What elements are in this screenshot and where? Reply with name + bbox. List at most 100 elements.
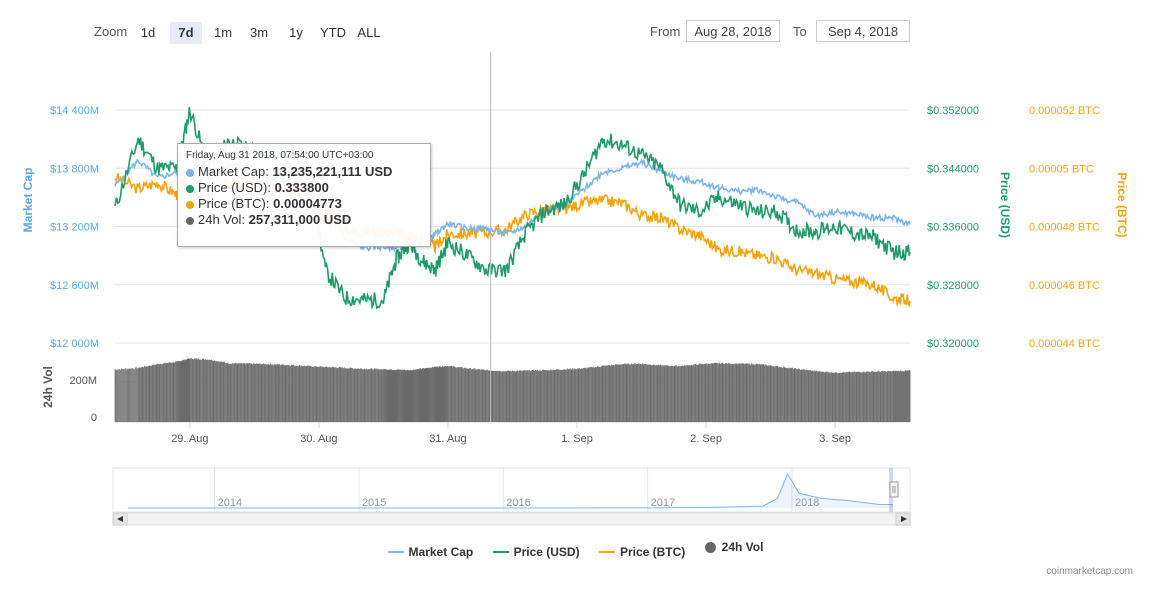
volume-bar — [218, 361, 219, 422]
volume-bar — [425, 368, 427, 422]
volume-bar — [421, 368, 423, 422]
zoom-7d-button[interactable]: 7d — [170, 22, 202, 44]
from-date-input[interactable]: Aug 28, 2018 — [686, 20, 780, 42]
volume-bar — [115, 369, 117, 422]
volume-bar — [844, 372, 846, 422]
volume-bar — [399, 369, 400, 422]
legend-item-price-usd[interactable]: Price (USD) — [492, 545, 580, 559]
volume-bar — [374, 368, 376, 422]
volume-bar — [472, 369, 474, 422]
volume-bar — [347, 368, 349, 422]
price-chart[interactable]: 29. Aug 30. Aug 31. Aug 1. Sep 2. Sep 3. Sep $… — [0, 0, 1151, 530]
volume-bar — [452, 366, 454, 422]
volume-bar — [871, 371, 872, 422]
volume-bar — [617, 364, 619, 422]
volume-bar — [599, 366, 601, 422]
volume-bar — [739, 363, 741, 422]
volume-bar — [699, 363, 701, 422]
volume-bar — [755, 364, 756, 422]
volume-bar — [648, 364, 650, 422]
volume-bar — [427, 367, 429, 422]
volume-bar — [538, 370, 540, 422]
volume-bar — [255, 364, 257, 422]
volume-bar — [177, 361, 178, 422]
zoom-all-button[interactable]: ALL — [357, 25, 381, 40]
volume-bar — [785, 367, 787, 422]
volume-bar — [335, 367, 336, 422]
volume-bar — [432, 366, 433, 422]
volume-bar — [235, 363, 237, 422]
volume-bar — [503, 370, 505, 422]
volume-bar — [840, 372, 841, 422]
volume-bar — [792, 368, 794, 422]
zoom-1y-button[interactable]: 1y — [289, 25, 303, 40]
zoom-1d-button[interactable]: 1d — [140, 25, 156, 40]
volume-bar — [355, 368, 357, 422]
volume-bar — [691, 364, 693, 422]
legend-item-market-cap[interactable]: Market Cap — [387, 545, 473, 559]
volume-bar — [874, 371, 876, 422]
navigator-year-label: 2017 — [651, 497, 675, 509]
volume-bar — [194, 358, 195, 422]
volume-bar — [492, 370, 494, 422]
volume-bar — [149, 365, 151, 422]
volume-bar — [508, 371, 510, 422]
volume-bar — [806, 369, 807, 422]
volume-bar — [589, 367, 591, 422]
volume-bar — [343, 368, 345, 422]
volume-bar — [829, 372, 831, 422]
volume-bar — [408, 369, 410, 422]
zoom-ytd-button[interactable]: YTD — [320, 25, 346, 40]
volume-bar — [435, 366, 437, 422]
volume-bar — [515, 371, 517, 422]
volume-bar — [442, 365, 444, 422]
volume-bar — [495, 371, 497, 422]
from-label: From — [650, 24, 681, 39]
zoom-3m-button[interactable]: 3m — [249, 25, 269, 40]
volume-bar — [597, 366, 599, 422]
volume-bar — [152, 365, 154, 422]
volume-bar — [643, 364, 645, 422]
volume-bar — [487, 370, 489, 422]
volume-bar — [898, 370, 900, 422]
volume-bar — [561, 369, 563, 422]
volume-bar — [388, 370, 390, 422]
volume-bar — [717, 362, 718, 422]
volume-bar — [528, 370, 529, 422]
volume-bar — [665, 365, 667, 422]
volume-bar — [523, 370, 525, 422]
volume-bar — [594, 367, 596, 422]
volume-bar — [296, 365, 298, 422]
credit-link[interactable]: coinmarketcap.com — [1046, 566, 1133, 577]
volume-bar — [223, 362, 225, 422]
volume-bar — [522, 370, 524, 422]
volume-bar — [363, 368, 365, 422]
volume-bar — [349, 367, 351, 422]
legend-item-volume[interactable]: 24h Vol — [704, 540, 763, 554]
volume-bar — [902, 371, 904, 422]
volume-bar — [422, 368, 424, 422]
price-btc-tick-label: 0.000046 BTC — [1029, 280, 1100, 292]
volume-bar — [129, 368, 131, 422]
volume-bar — [837, 373, 838, 422]
volume-bar — [812, 370, 814, 422]
legend-item-price-btc[interactable]: Price (BTC) — [598, 545, 685, 559]
volume-bar — [536, 370, 538, 422]
price-btc-tick-label: 0.000048 BTC — [1029, 222, 1100, 234]
navigator-line — [128, 472, 894, 509]
navigator[interactable]: 2014 2015 2016 2017 2018 — [112, 467, 911, 526]
volume-bar — [636, 364, 638, 422]
volume-bar — [847, 371, 848, 422]
zoom-1m-button[interactable]: 1m — [213, 25, 233, 40]
volume-bar — [877, 371, 879, 422]
volume-bar — [694, 363, 696, 422]
to-date-input[interactable]: Sep 4, 2018 — [816, 20, 910, 42]
navigator-year-label: 2016 — [506, 497, 530, 509]
volume-bar — [731, 363, 732, 422]
volume-bar — [702, 364, 704, 422]
volume-bar — [779, 367, 781, 422]
volume-bar — [456, 367, 458, 422]
volume-bar — [562, 369, 564, 422]
volume-bar — [725, 362, 727, 422]
volume-bar — [873, 372, 875, 422]
